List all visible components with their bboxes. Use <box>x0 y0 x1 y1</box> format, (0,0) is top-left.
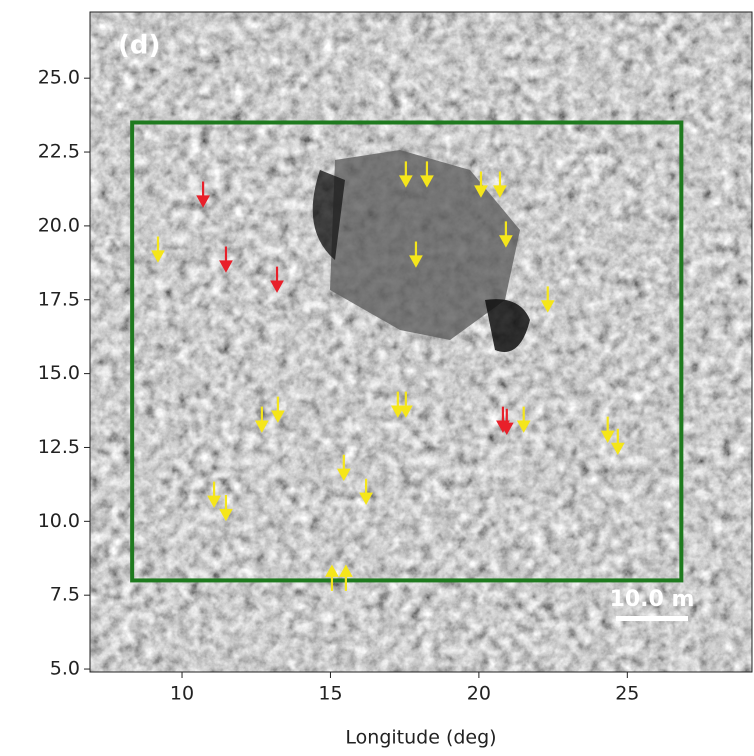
arrow <box>420 161 434 188</box>
region-box <box>130 120 684 583</box>
arrow <box>151 236 165 263</box>
panel-label: (d) <box>118 31 160 61</box>
arrow <box>219 494 233 522</box>
x-axis-label: Longitude (deg) <box>345 727 496 749</box>
arrow <box>255 406 269 433</box>
x-tick-label: 10 <box>170 683 194 705</box>
arrow <box>390 391 405 418</box>
y-tick-label: 12.5 <box>38 436 80 458</box>
y-tick-label: 25.0 <box>38 67 80 89</box>
arrow <box>359 478 373 505</box>
scale-bar-label: 10.0 m <box>610 587 695 612</box>
y-tick-label: 7.5 <box>50 584 80 606</box>
surface-image <box>90 12 752 672</box>
arrow <box>600 416 615 443</box>
x-tick-label: 25 <box>615 683 639 705</box>
arrow <box>196 181 210 208</box>
y-tick-label: 10.0 <box>38 510 80 532</box>
y-tick-label: 5.0 <box>50 658 80 680</box>
arrow <box>540 286 555 313</box>
arrow <box>339 564 353 591</box>
arrow <box>474 171 488 198</box>
x-tick-label: 15 <box>318 683 342 705</box>
y-tick-label: 17.5 <box>38 288 80 310</box>
scale-bar <box>616 616 688 621</box>
arrow <box>398 391 413 418</box>
x-tick-label: 20 <box>467 683 491 705</box>
arrow <box>499 408 514 435</box>
arrow <box>610 428 625 456</box>
arrow <box>325 564 339 591</box>
y-tick-label: 15.0 <box>38 362 80 384</box>
arrow <box>207 481 221 508</box>
y-tick-label: 22.5 <box>38 141 80 163</box>
arrow <box>219 246 233 273</box>
arrow <box>516 406 531 433</box>
plot-frame <box>89 11 753 673</box>
arrow <box>336 454 351 482</box>
arrow <box>270 266 284 293</box>
arrow <box>271 396 285 423</box>
arrow <box>409 241 423 268</box>
y-tick-label: 20.0 <box>38 214 80 236</box>
arrow <box>499 221 513 248</box>
arrow <box>398 161 413 188</box>
arrow <box>493 171 507 198</box>
